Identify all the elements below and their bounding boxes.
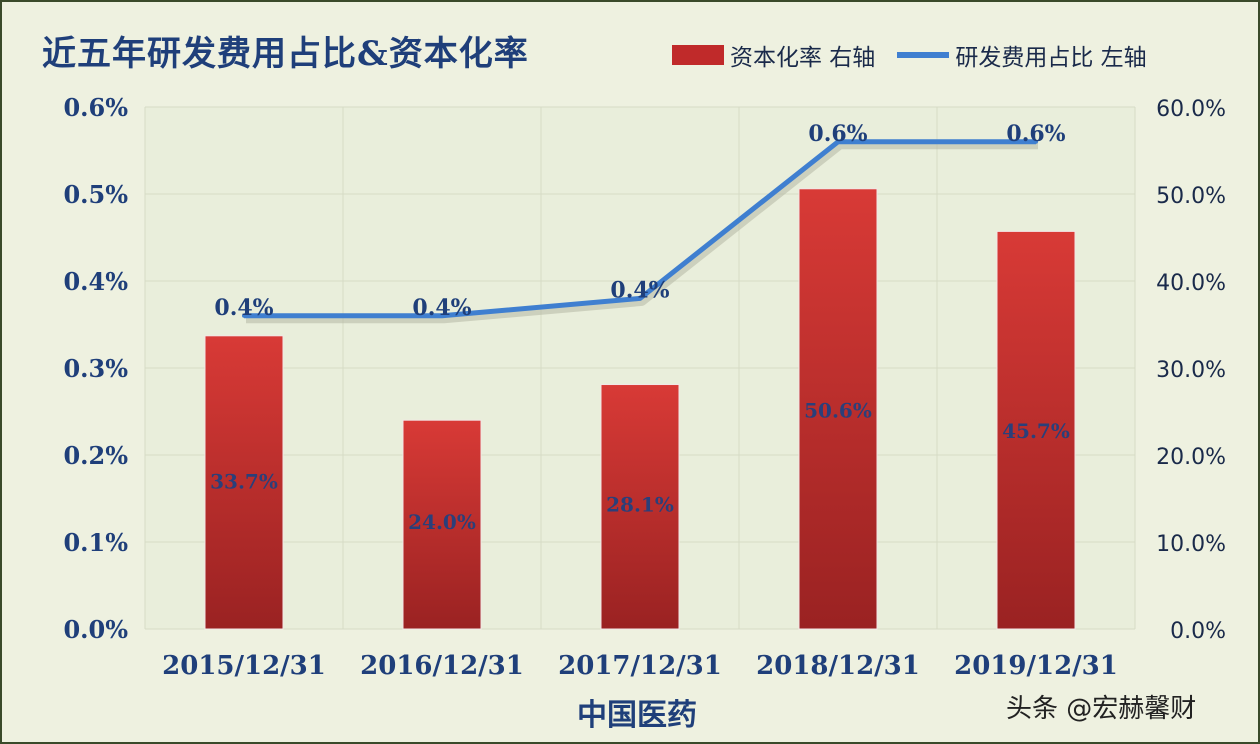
line-point [1034,139,1038,144]
y-right-tick-label: 60.0% [1156,97,1226,122]
y-left-tick-label: 0.5% [63,180,128,209]
bar [402,419,482,630]
bar [204,335,284,630]
line-point [836,139,840,144]
legend-line-label: 研发费用占比 左轴 [955,45,1147,71]
bar-data-label: 33.7% [210,469,278,493]
legend-bar-label: 资本化率 右轴 [730,45,876,71]
x-tick-label: 2017/12/31 [558,651,722,681]
bar-data-label: 50.6% [804,399,872,423]
chart-legend: 资本化率 右轴 研发费用占比 左轴 [672,38,1147,72]
y-right-tick-label: 40.0% [1156,271,1226,296]
y-left-tick-label: 0.0% [63,615,128,644]
x-axis-title: 中国医药 [577,698,697,733]
bar-data-label: 24.0% [408,510,476,534]
y-left-tick-label: 0.3% [63,354,128,383]
legend-bar-swatch [672,45,724,65]
x-tick-label: 2019/12/31 [954,651,1118,681]
x-tick-label: 2015/12/31 [162,651,326,681]
line-data-label: 0.4% [610,277,669,303]
line-shadow [246,140,1038,324]
watermark: 头条 @宏赫馨财 [1006,694,1197,724]
bar-data-label: 28.1% [606,493,674,517]
bar [996,230,1076,630]
y-right-tick-label: 30.0% [1156,358,1226,383]
y-right-tick-label: 0.0% [1170,619,1226,644]
bar [798,188,878,630]
y-left-tick-label: 0.4% [63,267,128,296]
bar-data-label: 45.7% [1002,419,1070,443]
y-right-tick-label: 10.0% [1156,532,1226,557]
line-point [440,313,444,318]
line-data-label: 0.4% [412,295,471,321]
line-point [242,313,246,318]
x-tick-label: 2018/12/31 [756,651,920,681]
y-left-tick-label: 0.2% [63,441,128,470]
legend-line-swatch [897,52,950,58]
y-right-tick-label: 50.0% [1156,184,1226,209]
line-data-label: 0.4% [214,295,273,321]
line-data-label: 0.6% [1006,121,1065,147]
y-left-tick-label: 0.6% [63,93,128,122]
x-tick-label: 2016/12/31 [360,651,524,681]
bar [600,384,680,630]
line-point [638,296,642,301]
y-left-tick-label: 0.1% [63,528,128,557]
line-data-label: 0.6% [808,121,867,147]
chart-title: 近五年研发费用占比&资本化率 [42,34,529,74]
y-right-tick-label: 20.0% [1156,445,1226,470]
